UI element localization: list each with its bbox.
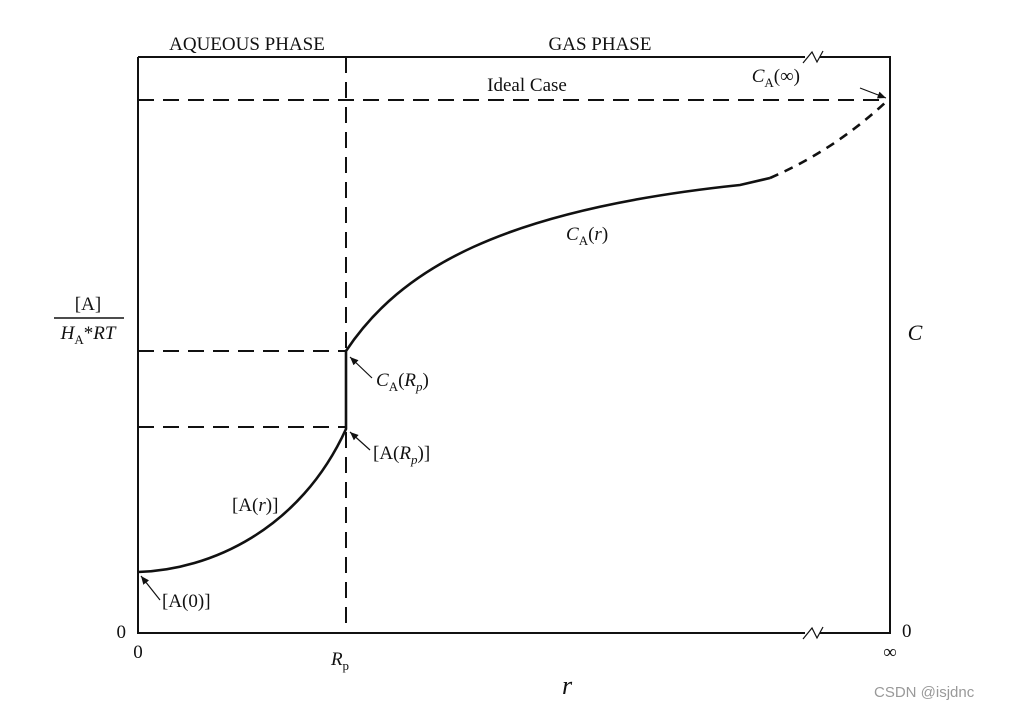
label: CA(r) [566,224,608,248]
leader [349,356,373,379]
ideal-label: Ideal Case [487,75,567,96]
region-label: AQUEOUS PHASE [169,34,325,55]
label: [A(0)] [162,591,211,612]
break-mark [802,50,824,64]
leader [349,431,371,451]
leader [140,575,161,601]
break-mark [802,626,824,640]
x-tick-label: Rp [330,649,349,673]
region-label: GAS PHASE [549,34,652,55]
axis-zero: 0 [117,622,127,643]
label: CA(∞) [752,66,800,90]
x-tick-label: ∞ [883,642,897,663]
axis-label: C [908,320,923,345]
axis-zero: 0 [902,621,912,642]
frame [137,56,891,634]
label: [A(Rp)] [373,443,430,467]
axis-label: HA*RT [60,323,117,347]
extrapolated-curve [769,99,889,180]
label: CA(Rp) [376,370,429,394]
label: [A(r)] [232,495,278,516]
axis-label: [A] [75,294,101,315]
x-axis-title: r [562,671,573,700]
watermark: CSDN @isjdnc [874,684,975,701]
leader [859,87,887,99]
x-tick-label: 0 [133,642,143,663]
concentration-curve [137,176,771,574]
